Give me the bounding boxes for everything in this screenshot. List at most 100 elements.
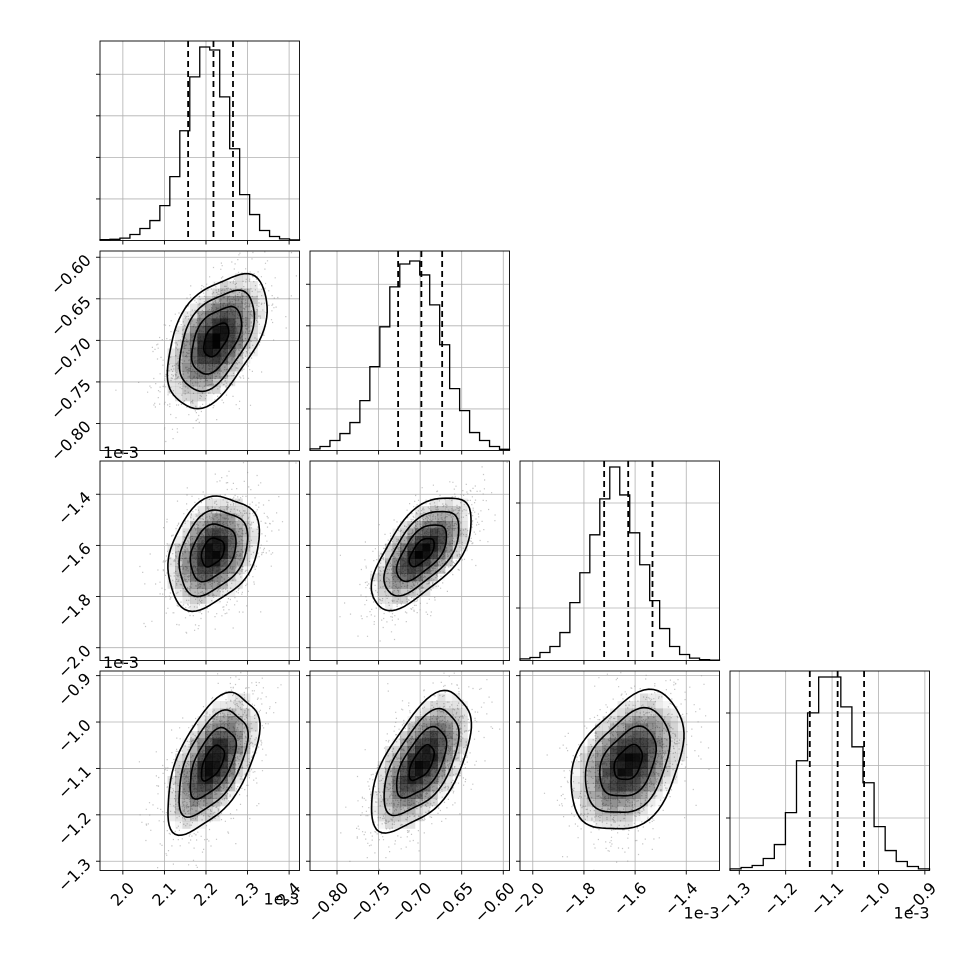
density-cell: [445, 693, 453, 702]
density-cell: [227, 348, 236, 357]
density-cell: [632, 701, 641, 709]
density-cell: [212, 543, 221, 552]
density-cell: [212, 716, 221, 724]
density-cell: [437, 543, 446, 552]
density-cell: [205, 341, 213, 349]
density-cell: [385, 543, 393, 552]
density-cell: [595, 783, 603, 792]
x-tick-label: −1.1: [806, 878, 847, 919]
density-cell: [670, 723, 678, 732]
y-offset-label: 1e-3: [103, 443, 139, 462]
density-cell: [677, 731, 686, 739]
density-cell: [205, 506, 213, 514]
density-cell: [437, 528, 446, 537]
density-cell: [212, 371, 221, 379]
contour-line: [584, 706, 671, 813]
density-cell: [445, 701, 453, 709]
density-cell: [640, 791, 648, 799]
density-cell: [182, 798, 191, 807]
contour-line: [189, 726, 238, 800]
density-cell: [677, 753, 686, 762]
density-cell: [235, 753, 243, 762]
density-cell: [437, 506, 446, 514]
density-cell: [250, 281, 258, 289]
density-cell: [602, 783, 611, 792]
density-cell: [437, 716, 446, 724]
density-cell: [235, 311, 243, 319]
density-cell: [227, 528, 236, 537]
density-cell: [227, 296, 236, 304]
density-cell: [400, 551, 408, 559]
density-cell: [175, 536, 183, 544]
scatter-panel-1-4: [96, 670, 300, 875]
density-cell: [580, 768, 588, 777]
contour-line: [383, 707, 460, 817]
density-cell: [625, 783, 633, 792]
density-cell: [430, 716, 438, 724]
density-cell: [625, 731, 633, 739]
density-cell: [647, 783, 656, 792]
x-tick-label: −0.65: [429, 878, 477, 926]
density-cell: [602, 791, 611, 799]
density-cell: [400, 806, 408, 814]
density-cell: [617, 731, 626, 739]
density-cell: [445, 738, 453, 747]
density-cell: [227, 791, 236, 799]
density-cell: [640, 746, 648, 754]
density-cell: [400, 573, 408, 582]
density-cell: [190, 603, 198, 612]
density-cell: [422, 506, 431, 514]
density-cell: [422, 551, 431, 559]
density-cell: [647, 708, 656, 717]
density-cell: [167, 558, 176, 567]
density-cell: [212, 333, 221, 342]
density-cell: [647, 776, 656, 784]
density-cell: [385, 603, 393, 612]
density-cell: [205, 288, 213, 297]
density-cell: [400, 791, 408, 799]
density-cell: [392, 806, 401, 814]
density-cell: [422, 731, 431, 739]
density-cell: [430, 528, 438, 537]
density-cell: [167, 371, 176, 379]
density-cell: [220, 551, 228, 559]
density-cell: [197, 746, 206, 754]
density-cell: [385, 776, 393, 784]
density-cell: [422, 558, 431, 567]
density-cell: [205, 596, 213, 604]
density-cell: [220, 281, 228, 289]
density-cell: [182, 821, 191, 829]
density-cell: [452, 521, 461, 529]
x-offset-label: 1e-3: [894, 904, 930, 923]
density-cell: [227, 318, 236, 327]
density-cell: [212, 791, 221, 799]
density-cell: [212, 731, 221, 739]
density-cell: [212, 573, 221, 582]
density-cell: [392, 573, 401, 582]
density-cell: [235, 281, 243, 289]
density-cell: [212, 528, 221, 537]
density-layer: [340, 671, 501, 870]
density-cell: [220, 558, 228, 567]
density-cell: [632, 716, 641, 724]
density-cell: [182, 581, 191, 589]
density-cell: [445, 723, 453, 732]
density-cell: [407, 753, 416, 762]
density-cell: [205, 813, 213, 822]
y-tick-label: −1.4: [54, 488, 95, 529]
density-cell: [610, 776, 618, 784]
density-cell: [392, 746, 401, 754]
density-cell: [632, 776, 641, 784]
density-cell: [445, 506, 453, 514]
density-cell: [407, 783, 416, 792]
density-cell: [235, 761, 243, 769]
density-cell: [242, 356, 251, 364]
density-cell: [250, 288, 258, 297]
density-cell: [235, 288, 243, 297]
density-cell: [190, 573, 198, 582]
density-cell: [242, 513, 251, 522]
density-cell: [662, 716, 671, 724]
density-cell: [640, 731, 648, 739]
density-cell: [197, 311, 206, 319]
density-cell: [175, 393, 183, 402]
